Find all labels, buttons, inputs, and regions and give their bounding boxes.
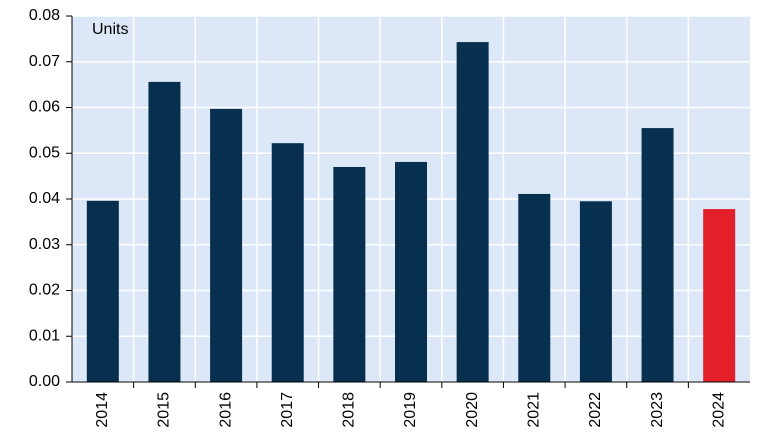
y-tick-label: 0.08 xyxy=(29,7,60,24)
x-tick-label: 2018 xyxy=(341,392,358,428)
x-tick-label: 2017 xyxy=(279,392,296,428)
y-tick-label: 0.01 xyxy=(29,327,60,344)
bar xyxy=(518,193,551,382)
bar xyxy=(641,128,674,382)
bar xyxy=(333,166,366,382)
x-tick-label: 2016 xyxy=(217,392,234,428)
y-tick-label: 0.04 xyxy=(29,190,60,207)
y-tick-label: 0.03 xyxy=(29,236,60,253)
x-tick-label: 2020 xyxy=(464,392,481,428)
bar xyxy=(395,161,427,382)
y-tick-label: 0.07 xyxy=(29,53,60,70)
x-tick-label: 2019 xyxy=(402,392,419,428)
x-tick-label: 2021 xyxy=(525,392,542,428)
bar xyxy=(456,42,489,382)
x-tick-label: 2023 xyxy=(649,392,666,428)
bar xyxy=(210,108,243,382)
y-tick-label: 0.06 xyxy=(29,99,60,116)
x-tick-label: 2014 xyxy=(94,392,111,428)
bar xyxy=(148,81,181,382)
y-tick-label: 0.02 xyxy=(29,282,60,299)
x-tick-label: 2022 xyxy=(587,392,604,428)
x-tick-label: 2015 xyxy=(156,392,173,428)
units-label: Units xyxy=(92,21,128,38)
x-tick-label: 2024 xyxy=(710,392,727,428)
bar xyxy=(86,200,119,382)
bar xyxy=(579,201,612,382)
bar xyxy=(703,209,736,382)
y-tick-label: 0.00 xyxy=(29,373,60,390)
y-tick-label: 0.05 xyxy=(29,144,60,161)
bar xyxy=(271,143,304,382)
